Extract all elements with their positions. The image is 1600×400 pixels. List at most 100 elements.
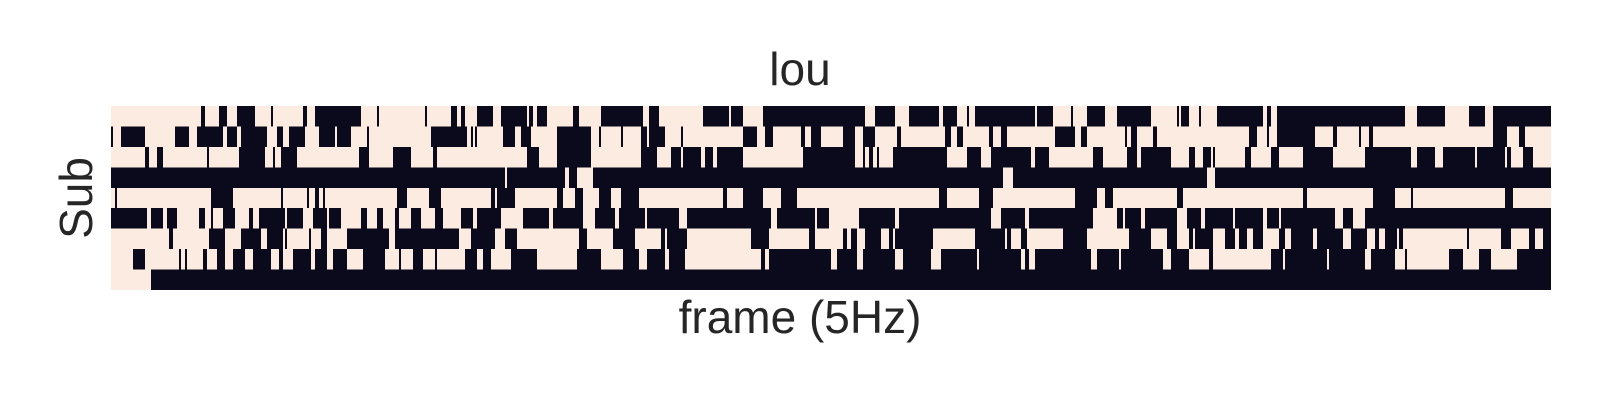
heatmap-cell-run	[1373, 187, 1395, 209]
heatmap-cell-run	[1371, 249, 1395, 270]
heatmap-cell-run	[279, 249, 283, 270]
heatmap-cell-run	[461, 106, 465, 127]
heatmap-cell-run	[877, 146, 879, 168]
heatmap-cell-run	[217, 249, 225, 270]
heatmap-cell-run	[1177, 187, 1183, 209]
heatmap-cell-run	[199, 208, 205, 229]
heatmap-cell-run	[111, 167, 505, 188]
heatmap-cell-run	[241, 126, 267, 147]
heatmap-cell-run	[687, 208, 771, 229]
heatmap-cell-run	[211, 187, 233, 209]
heatmap-cell-run	[1055, 126, 1075, 147]
heatmap-cell-run	[991, 146, 1031, 168]
heatmap-cell-run	[1303, 187, 1307, 209]
heatmap-cell-run	[1365, 146, 1411, 168]
heatmap-cell-run	[1035, 249, 1091, 270]
heatmap-cell-run	[979, 249, 1021, 270]
heatmap-cell-run	[599, 126, 601, 147]
heatmap-cell-run	[315, 249, 327, 270]
heatmap-cell-run	[1075, 187, 1097, 209]
heatmap-cell-run	[1399, 228, 1403, 250]
heatmap-cell-run	[1029, 208, 1093, 229]
heatmap-cell-run	[377, 106, 379, 127]
heatmap-cell-run	[863, 126, 875, 147]
chart-title: lou	[769, 43, 831, 95]
heatmap-cell-run	[1239, 228, 1247, 250]
heatmap-cell-run	[337, 126, 351, 147]
heatmap-cell-run	[989, 126, 993, 147]
heatmap-cell-run	[521, 126, 531, 147]
heatmap-cell-run	[1215, 167, 1551, 188]
heatmap-cell-run	[197, 126, 223, 147]
heatmap-cell-run	[579, 228, 587, 250]
heatmap-cell-run	[1359, 126, 1361, 147]
heatmap-cell-run	[781, 187, 797, 209]
heatmap-cell-run	[395, 228, 459, 250]
heatmap-cell-run	[1529, 228, 1535, 250]
heatmap-cell-run	[893, 146, 947, 168]
heatmap-cell-run	[889, 228, 893, 250]
heatmap-cell-run	[1519, 126, 1525, 147]
heatmap-cell-run	[461, 208, 473, 229]
heatmap-cell-run	[219, 106, 227, 127]
heatmap-cell-run	[705, 146, 713, 168]
heatmap-row-3	[145, 146, 1533, 168]
heatmap-row-5	[115, 187, 1513, 209]
heatmap-cell-run	[1523, 146, 1533, 168]
heatmap-cell-run	[1127, 146, 1137, 168]
heatmap-cell-run	[1279, 228, 1285, 250]
heatmap-cell-run	[1013, 167, 1207, 188]
heatmap-cell-run	[1117, 106, 1151, 127]
heatmap-cell-run	[939, 187, 947, 209]
heatmap-cell-run	[765, 126, 773, 147]
heatmap-cell-run	[151, 208, 163, 229]
heatmap-cell-run	[313, 208, 327, 229]
heatmap-cell-run	[837, 249, 857, 270]
heatmap-cell-run	[723, 187, 727, 209]
heatmap-cell-run	[1217, 106, 1263, 127]
heatmap-cell-run	[979, 187, 993, 209]
heatmap-cell-run	[601, 106, 643, 127]
heatmap-cell-run	[895, 228, 933, 250]
heatmap-cell-run	[511, 249, 537, 270]
heatmap-cell-run	[1203, 146, 1211, 168]
heatmap-cell-run	[503, 126, 515, 147]
heatmap-cell-run	[1249, 126, 1257, 147]
heatmap-cell-run	[817, 208, 829, 229]
heatmap-cell-run	[285, 228, 287, 250]
heatmap-cell-run	[1329, 249, 1365, 270]
heatmap-cell-run	[167, 208, 177, 229]
heatmap-cell-run	[271, 106, 273, 127]
heatmap-cell-run	[619, 208, 645, 229]
heatmap-cell-run	[363, 249, 385, 270]
heatmap-cell-run	[185, 249, 187, 270]
heatmap-cell-run	[1449, 249, 1463, 270]
heatmap-cell-run	[1267, 106, 1271, 127]
heatmap-cell-run	[1105, 187, 1113, 209]
heatmap-cell-run	[1493, 126, 1507, 147]
heatmap-cell-run	[1189, 228, 1193, 250]
heatmap-cell-run	[307, 187, 309, 209]
heatmap-cell-run	[681, 126, 683, 147]
heatmap-cell-run	[1493, 106, 1551, 127]
heatmap-cell-run	[1333, 126, 1337, 147]
heatmap-cell-run	[743, 187, 763, 209]
heatmap-cell-run	[1081, 126, 1087, 147]
heatmap-cell-run	[661, 228, 665, 250]
heatmap-cell-run	[683, 146, 701, 168]
heatmap-cell-run	[267, 228, 283, 250]
heatmap-cell-run	[1021, 228, 1027, 250]
heatmap-cell-run	[253, 249, 271, 270]
heatmap-cell-run	[1267, 208, 1279, 229]
heatmap-cell-run	[1245, 146, 1251, 168]
heatmap-cell-run	[323, 187, 325, 209]
heatmap-cell-run	[1369, 126, 1373, 147]
heatmap-cell-run	[1501, 228, 1511, 250]
heatmap-cell-run	[943, 106, 957, 127]
heatmap-cell-run	[1181, 106, 1189, 127]
heatmap-cell-run	[227, 126, 237, 147]
heatmap-cell-run	[647, 208, 679, 229]
heatmap-cell-run	[647, 249, 665, 270]
heatmap-cell-run	[523, 208, 549, 229]
